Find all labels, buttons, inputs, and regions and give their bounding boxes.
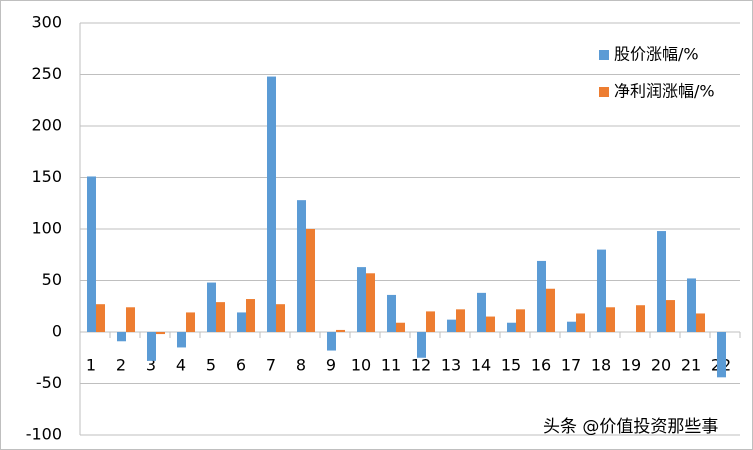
legend-label: 股价涨幅/%	[614, 45, 699, 64]
bar	[456, 309, 465, 332]
x-tick-label: 20	[651, 356, 671, 375]
bar	[177, 332, 186, 348]
x-tick-label: 19	[621, 356, 641, 375]
bar	[576, 313, 585, 332]
bar	[696, 313, 705, 332]
bar	[336, 329, 345, 332]
bar	[276, 304, 285, 332]
bar	[717, 332, 726, 378]
bar	[216, 302, 225, 332]
x-tick-label: 17	[561, 356, 581, 375]
legend-label: 净利润涨幅/%	[614, 82, 715, 101]
bar	[606, 307, 615, 332]
bar	[237, 312, 246, 332]
x-tick-label: 13	[441, 356, 461, 375]
x-tick-label: 6	[236, 356, 246, 375]
bar	[567, 321, 576, 332]
bar	[246, 299, 255, 332]
x-tick-label: 9	[326, 356, 336, 375]
x-tick-label: 4	[176, 356, 186, 375]
bar	[417, 332, 426, 358]
legend-swatch	[599, 87, 609, 97]
bar	[126, 307, 135, 332]
y-tick-label: 0	[52, 322, 62, 341]
y-tick-label: -100	[26, 425, 62, 444]
bar	[657, 231, 666, 332]
bar	[366, 273, 375, 332]
bar	[477, 292, 486, 332]
bar	[687, 278, 696, 332]
bar	[396, 322, 405, 332]
bar	[306, 229, 315, 332]
x-tick-label: 2	[116, 356, 126, 375]
y-tick-label: 300	[31, 13, 62, 32]
x-tick-label: 7	[266, 356, 276, 375]
bar	[426, 311, 435, 332]
bar	[537, 260, 546, 332]
bar	[666, 300, 675, 332]
bar	[117, 332, 126, 342]
y-tick-label: 100	[31, 219, 62, 238]
x-tick-label: 1	[86, 356, 96, 375]
bar	[87, 176, 96, 332]
x-tick-label: 8	[296, 356, 306, 375]
y-tick-label: -50	[36, 373, 62, 392]
y-tick-label: 50	[42, 270, 62, 289]
bar	[636, 305, 645, 332]
y-tick-label: 200	[31, 116, 62, 135]
x-tick-label: 21	[681, 356, 701, 375]
x-tick-label: 15	[501, 356, 521, 375]
bar	[267, 76, 276, 332]
bar	[516, 309, 525, 332]
x-tick-label: 14	[471, 356, 491, 375]
x-tick-label: 10	[351, 356, 371, 375]
watermark: 头条 @价值投资那些事	[543, 417, 718, 437]
bar	[357, 267, 366, 332]
bar	[507, 322, 516, 332]
y-tick-label: 150	[31, 167, 62, 186]
bar	[156, 332, 165, 335]
bar	[147, 332, 156, 361]
bar	[96, 304, 105, 332]
x-tick-label: 11	[381, 356, 401, 375]
bar	[186, 312, 195, 332]
bar	[207, 282, 216, 332]
x-tick-label: 5	[206, 356, 216, 375]
bar	[546, 288, 555, 332]
x-tick-label: 16	[531, 356, 551, 375]
bar	[597, 249, 606, 332]
legend-swatch	[599, 50, 609, 60]
bar	[486, 316, 495, 332]
bar	[297, 200, 306, 332]
bar	[447, 319, 456, 332]
bar	[387, 294, 396, 332]
x-tick-label: 12	[411, 356, 431, 375]
y-tick-label: 250	[31, 64, 62, 83]
bar	[327, 332, 336, 351]
x-tick-label: 3	[146, 356, 156, 375]
x-tick-label: 18	[591, 356, 611, 375]
